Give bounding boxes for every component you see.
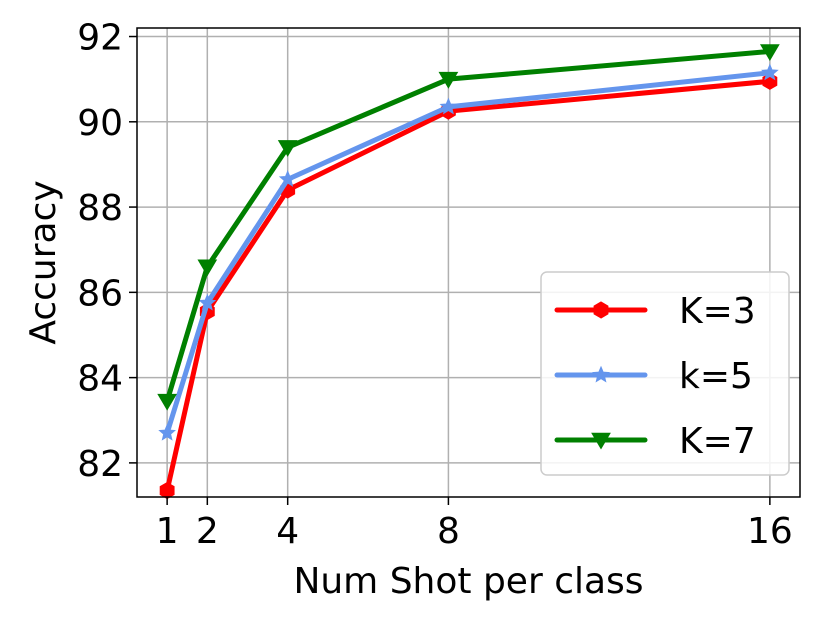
series-K=7 [157, 44, 780, 411]
legend-label-K=3: K=3 [679, 291, 756, 332]
x-axis-ticks: 1 2 4 8 16 [156, 497, 793, 552]
y-tick-label-92: 92 [77, 18, 123, 59]
legend: K=3 k=5 K=7 [540, 271, 790, 476]
legend-label-k=5: k=5 [679, 356, 753, 397]
data-point-K=7-16 [759, 44, 780, 61]
data-point-k=5-4 [278, 170, 297, 187]
y-tick-label-82: 82 [77, 444, 123, 485]
x-tick-label-1: 1 [156, 511, 179, 552]
data-point-K=7-2 [197, 259, 218, 277]
x-tick-label-16: 16 [747, 511, 793, 552]
y-tick-label-90: 90 [77, 103, 123, 144]
plot-frame [136, 27, 801, 498]
legend-box [540, 271, 790, 476]
data-point-k=5-8 [439, 97, 458, 115]
data-point-K=7-8 [438, 71, 459, 89]
data-point-k=5-2 [198, 293, 217, 311]
legend-marker-k=5 [592, 365, 610, 383]
y-axis-ticks: 82 84 86 88 90 92 [77, 18, 137, 485]
x-tick-label-2: 2 [196, 511, 219, 552]
y-tick-label-84: 84 [77, 359, 123, 400]
x-tick-label-8: 8 [437, 511, 460, 552]
series-k=5 [158, 63, 779, 441]
x-tick-label-4: 4 [276, 511, 299, 552]
x-axis-title: Num Shot per class [293, 561, 643, 602]
legend-entry-k=5: k=5 [554, 356, 753, 397]
y-tick-label-88: 88 [77, 188, 123, 229]
legend-entry-K=3: K=3 [554, 291, 756, 332]
legend-entry-K=7: K=7 [554, 421, 756, 462]
data-point-K=3-1 [159, 482, 175, 500]
legend-marker-K=7 [591, 432, 611, 450]
y-axis-title: Accuracy [23, 180, 64, 344]
legend-marker-K=3 [593, 301, 609, 319]
series-layer [157, 44, 780, 500]
legend-label-K=7: K=7 [679, 421, 756, 462]
data-point-K=7-1 [157, 393, 178, 411]
data-point-K=7-4 [277, 140, 298, 157]
data-point-k=5-16 [761, 63, 779, 81]
y-tick-label-86: 86 [77, 273, 123, 314]
data-point-k=5-1 [158, 423, 176, 441]
